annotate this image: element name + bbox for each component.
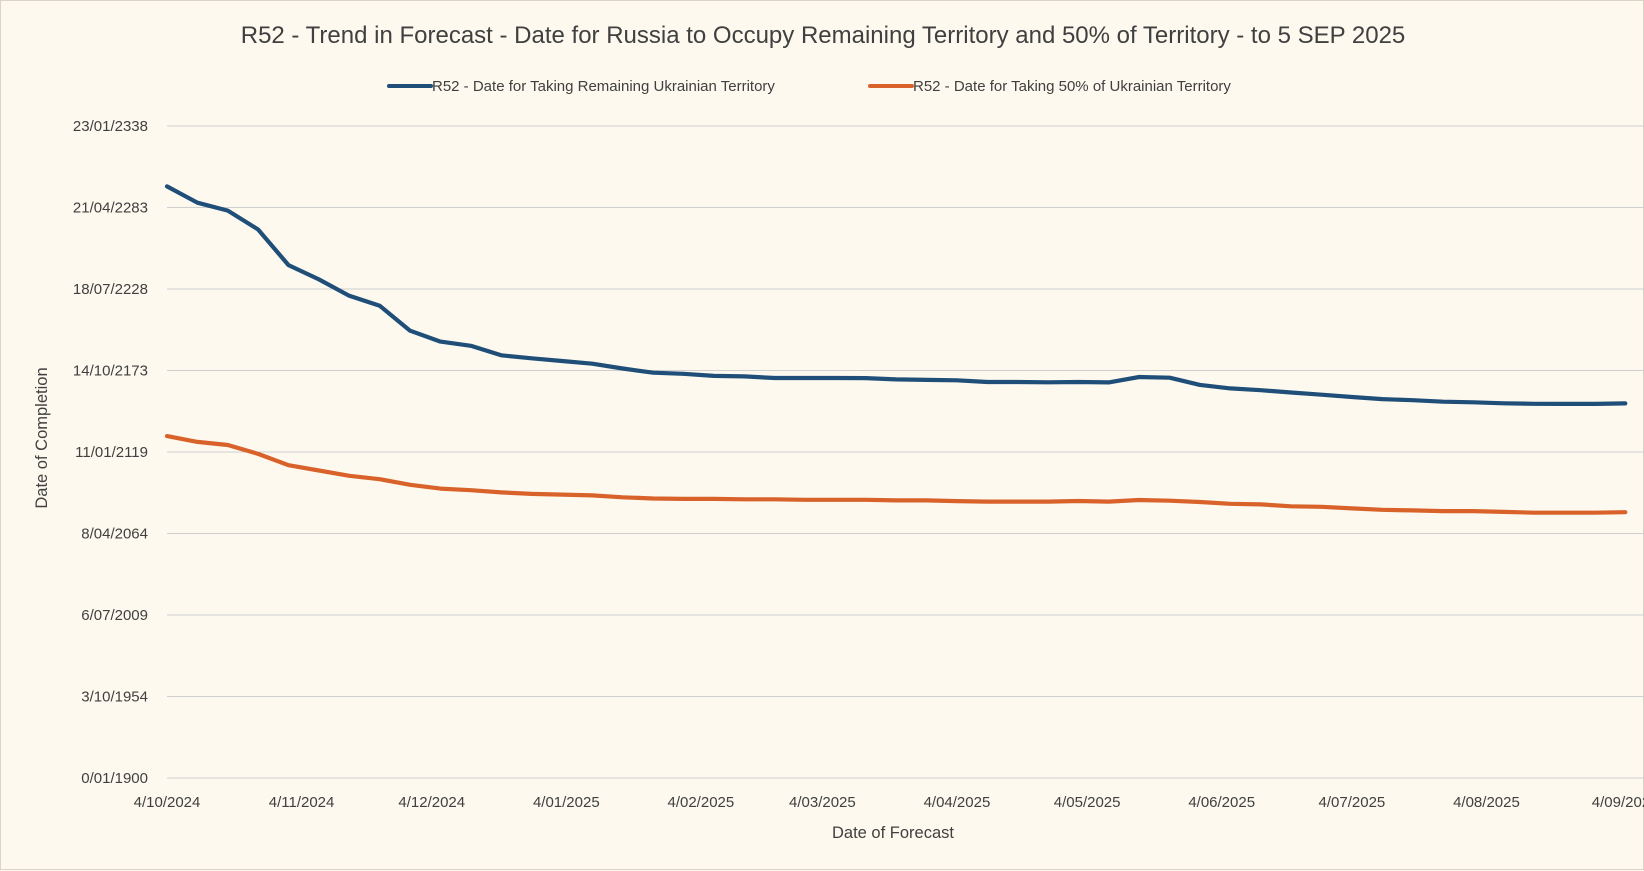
gridlines: [167, 125, 1644, 779]
legend-label-remaining: R52 - Date for Taking Remaining Ukrainia…: [432, 78, 775, 95]
x-axis-title: Date of Forecast: [832, 824, 954, 842]
x-tick-label: 4/09/202: [1592, 794, 1644, 811]
y-tick-label: 8/04/2064: [81, 526, 148, 543]
series-line-remaining: [164, 184, 1628, 406]
x-axis-tick-labels: 4/10/2024 4/11/2024 4/12/2024 4/01/2025 4/02…: [134, 794, 1644, 811]
y-tick-label: 21/04/2283: [73, 200, 148, 217]
x-tick-label: 4/03/2025: [789, 794, 856, 811]
x-tick-label: 4/11/2024: [269, 794, 335, 811]
x-tick-label: 4/04/2025: [924, 794, 991, 811]
x-tick-label: 4/05/2025: [1054, 794, 1121, 811]
x-tick-label: 4/12/2024: [398, 794, 465, 811]
legend-label-fifty-percent: R52 - Date for Taking 50% of Ukrainian T…: [913, 78, 1231, 95]
x-tick-label: 4/07/2025: [1319, 794, 1386, 811]
y-tick-label: 0/01/1900: [81, 770, 148, 787]
y-tick-label: 18/07/2228: [73, 281, 148, 298]
chart-title: R52 - Trend in Forecast - Date for Russi…: [241, 22, 1406, 49]
series-lines: [164, 184, 1628, 515]
x-tick-label: 4/06/2025: [1188, 794, 1255, 811]
x-tick-label: 4/02/2025: [667, 794, 734, 811]
legend: R52 - Date for Taking Remaining Ukrainia…: [387, 78, 1231, 95]
x-tick-label: 4/08/2025: [1453, 794, 1520, 811]
y-tick-label: 3/10/1954: [81, 689, 148, 706]
x-tick-label: 4/10/2024: [134, 794, 201, 811]
y-axis-title: Date of Completion: [33, 367, 51, 508]
y-tick-label: 11/01/2119: [75, 444, 148, 461]
y-tick-label: 6/07/2009: [81, 607, 148, 624]
x-tick-label: 4/01/2025: [533, 794, 600, 811]
y-axis-tick-labels: 0/01/1900 3/10/1954 6/07/2009 8/04/2064 11/0…: [73, 118, 148, 787]
series-line-fifty-percent: [164, 434, 1628, 515]
y-tick-label: 23/01/2338: [73, 118, 148, 135]
y-tick-label: 14/10/2173: [73, 363, 148, 380]
